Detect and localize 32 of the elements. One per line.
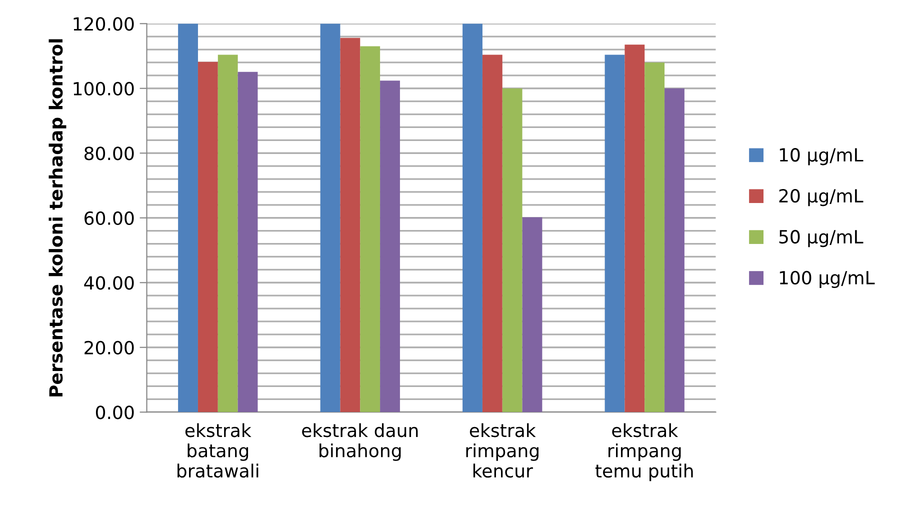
- bar: [218, 54, 238, 412]
- x-tick-label: ekstrak batang bratawali: [178, 423, 258, 478]
- x-tick-label: ekstrak rimpang temu putih: [595, 423, 693, 482]
- y-tick-label: 100.00: [74, 82, 134, 96]
- bar: [340, 38, 360, 412]
- bar: [178, 24, 198, 412]
- legend-label: 50 µg/mL: [779, 230, 864, 248]
- bar: [502, 88, 522, 412]
- bar: [360, 46, 380, 412]
- y-axis-title: Persentase koloni terhadap kontrol: [48, 39, 66, 396]
- y-tick-label: 80.00: [84, 146, 134, 160]
- bar: [320, 24, 340, 412]
- bar: [644, 62, 665, 412]
- bar: [482, 54, 502, 412]
- y-tick-label: 40.00: [84, 276, 134, 290]
- y-tick-label: 120.00: [74, 17, 134, 31]
- legend-label: 100 µg/mL: [780, 270, 875, 288]
- bar: [380, 80, 400, 412]
- x-tick-label: ekstrak rimpang kencur: [466, 423, 538, 478]
- bar: [604, 54, 625, 412]
- x-tick-label: ekstrak daun binahong: [302, 423, 418, 461]
- bar: [462, 24, 482, 412]
- bar: [522, 217, 542, 412]
- legend-label: 20 µg/mL: [779, 188, 864, 206]
- bar: [624, 44, 645, 412]
- y-tick-label: 20.00: [84, 340, 134, 354]
- y-tick-label: 0.00: [96, 406, 134, 420]
- bar: [238, 72, 258, 412]
- y-tick-label: 60.00: [84, 211, 134, 225]
- bar: [198, 62, 218, 412]
- legend-label: 10 µg/mL: [780, 148, 864, 166]
- bar: [664, 88, 684, 412]
